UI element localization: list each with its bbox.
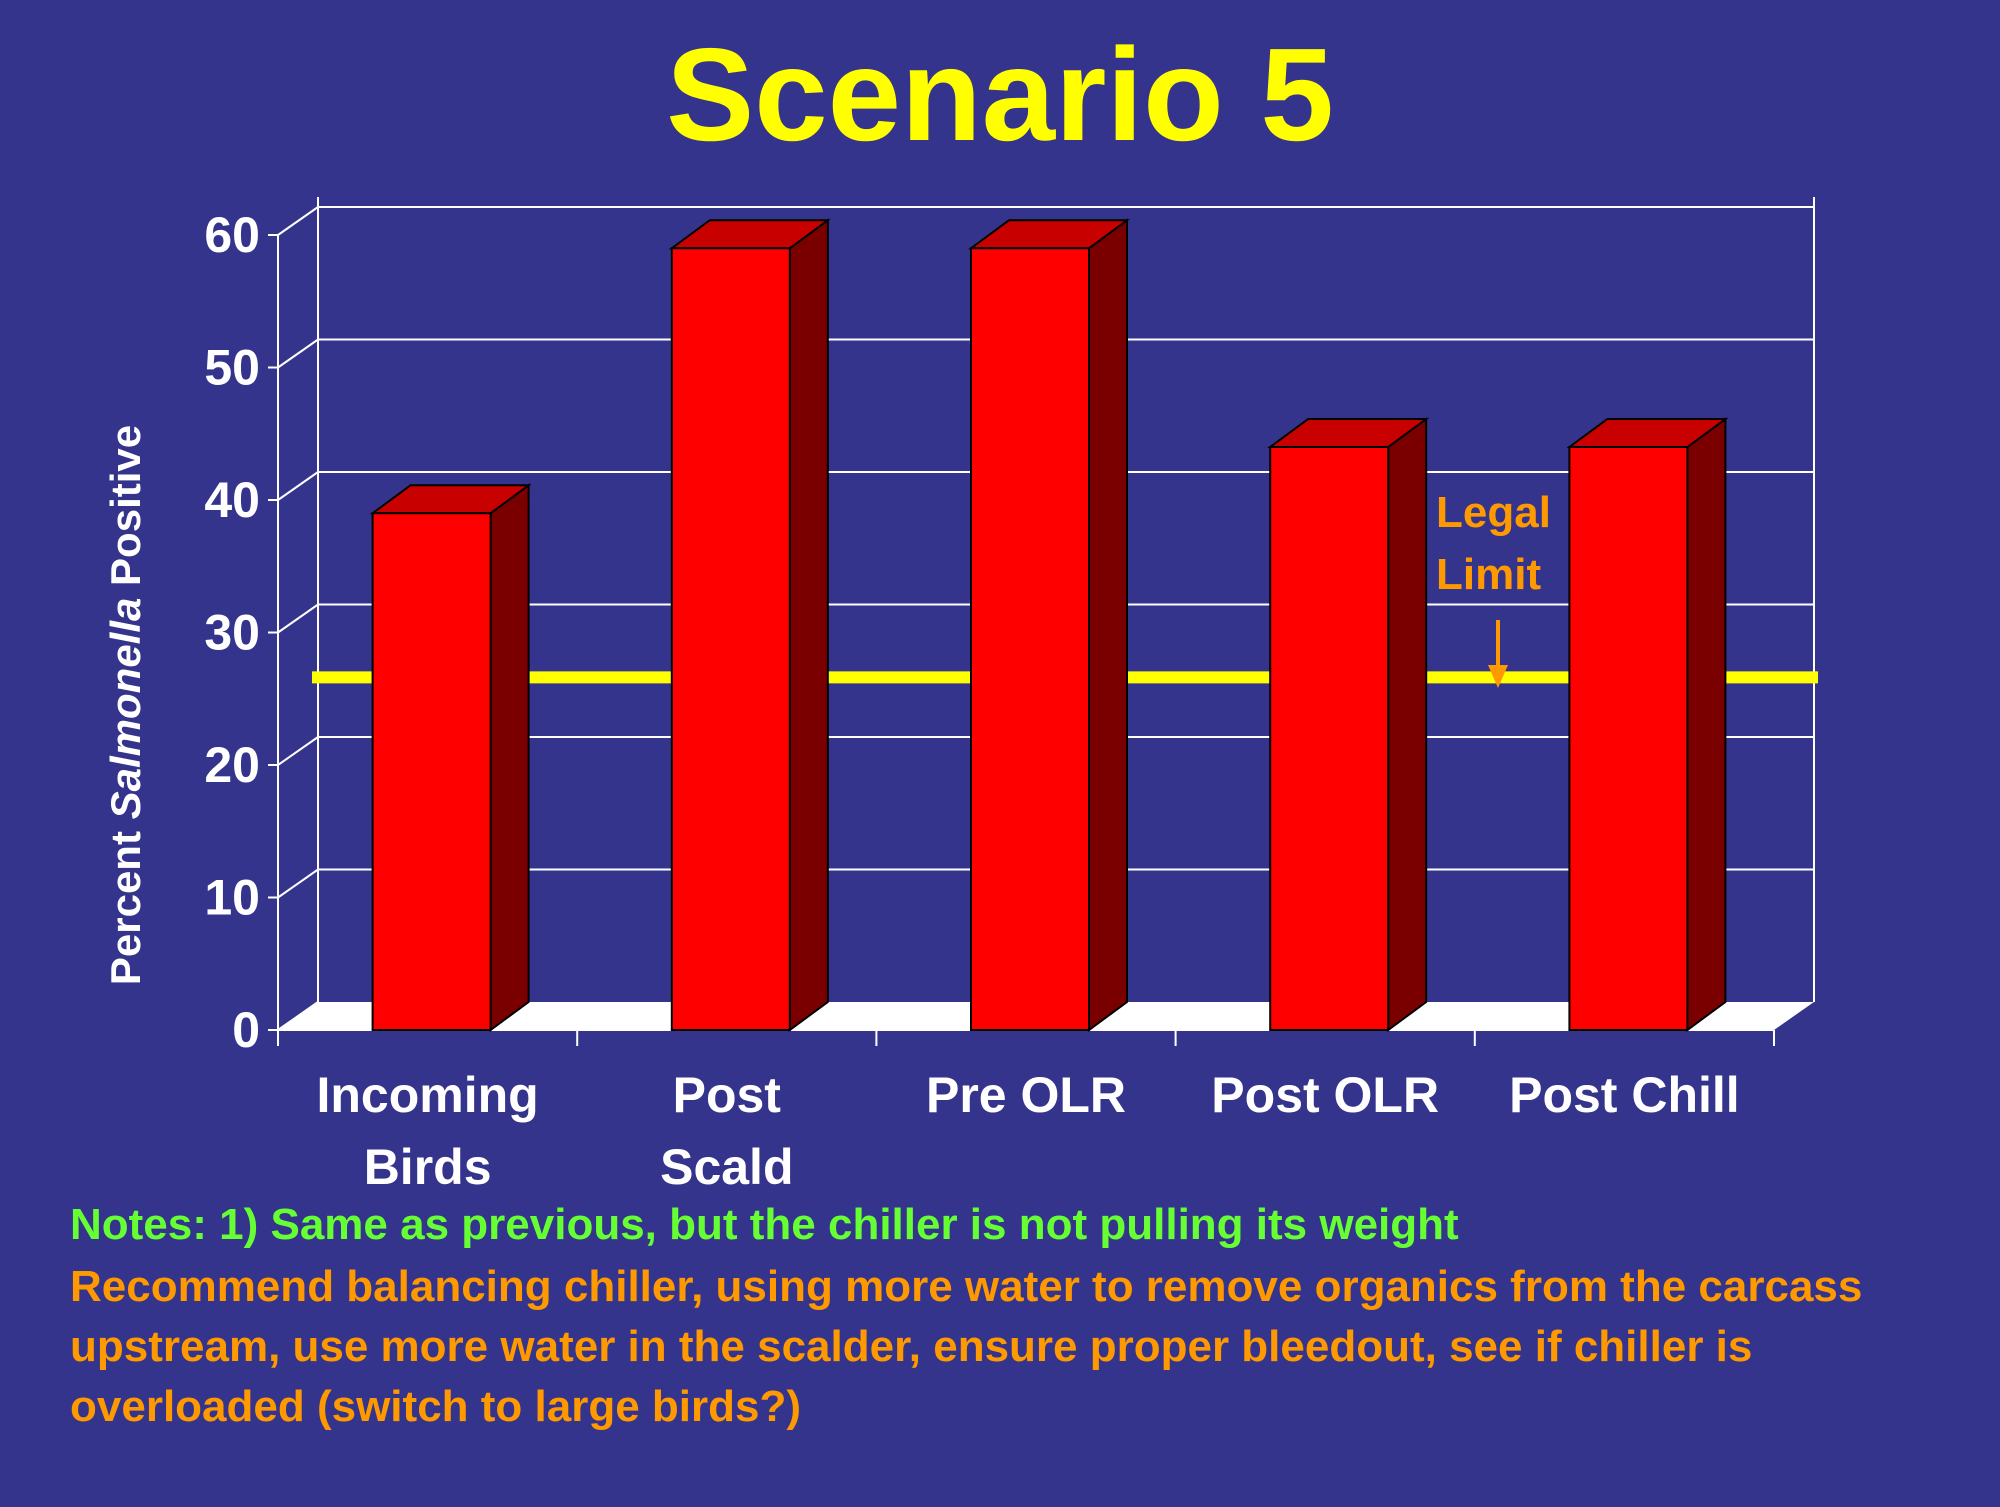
x-category-label: Pre OLR: [926, 1067, 1126, 1123]
bar-side: [1088, 218, 1128, 1032]
bar: [668, 218, 831, 1032]
x-category-label: Incoming: [316, 1067, 538, 1123]
y-tick-label: 0: [232, 1002, 260, 1058]
bar-side: [489, 483, 530, 1032]
gridline-side: [277, 868, 319, 899]
y-tick-labels: 0 10 20 30 40 50 60: [204, 207, 260, 1058]
y-tick-label: 30: [204, 605, 260, 661]
legal-limit-arrow-head: [1488, 665, 1508, 688]
bar: [1267, 417, 1430, 1032]
gridline-side: [277, 603, 319, 634]
bar-front: [1269, 446, 1390, 1031]
y-tick-label: 60: [204, 207, 260, 263]
x-category-label: Post: [673, 1067, 782, 1123]
y-axis-label-part: Percent: [102, 819, 149, 985]
y-tick-label: 50: [204, 340, 260, 396]
y-tick-label: 40: [204, 472, 260, 528]
gridline-side: [277, 338, 319, 369]
y-axis-label-part: Positive: [102, 425, 149, 598]
x-category-label: Scald: [660, 1139, 793, 1195]
slide-title: Scenario 5: [666, 21, 1334, 168]
x-category-label: Post Chill: [1509, 1067, 1740, 1123]
legal-limit-label: Legal: [1436, 488, 1551, 537]
bar-front: [670, 247, 791, 1031]
x-category-label: Birds: [364, 1139, 492, 1195]
bar-side: [1686, 417, 1727, 1032]
y-axis-label-part: Salmonella: [102, 598, 149, 820]
bar-side: [1387, 417, 1428, 1032]
bars: [369, 218, 1729, 1032]
gridline-side: [277, 736, 319, 766]
bar: [967, 218, 1131, 1032]
gridline-side: [277, 471, 319, 501]
bar-front: [1568, 446, 1689, 1031]
side-wall-edge: [277, 197, 319, 1031]
legal-limit-label: Limit: [1436, 550, 1541, 599]
note-recommendation: Recommend balancing chiller, using more …: [70, 1262, 1863, 1431]
bar-front: [970, 247, 1090, 1031]
y-axis-label: Percent Salmonella Positive: [102, 425, 149, 985]
x-category-label: Post OLR: [1211, 1067, 1439, 1123]
gridline-side: [277, 206, 319, 236]
bar: [1566, 417, 1729, 1032]
y-tick-label: 20: [204, 737, 260, 793]
note-line-1: Notes: 1) Same as previous, but the chil…: [70, 1200, 1459, 1249]
legal-limit-annotation: Legal Limit: [1436, 488, 1551, 688]
bar: [369, 483, 532, 1032]
x-category-labels: Incoming Birds Post Scald Pre OLR Post OLR Pos…: [316, 1067, 1739, 1195]
bar-side: [788, 218, 829, 1032]
y-tick-label: 10: [204, 870, 260, 926]
bar-front: [371, 512, 492, 1031]
